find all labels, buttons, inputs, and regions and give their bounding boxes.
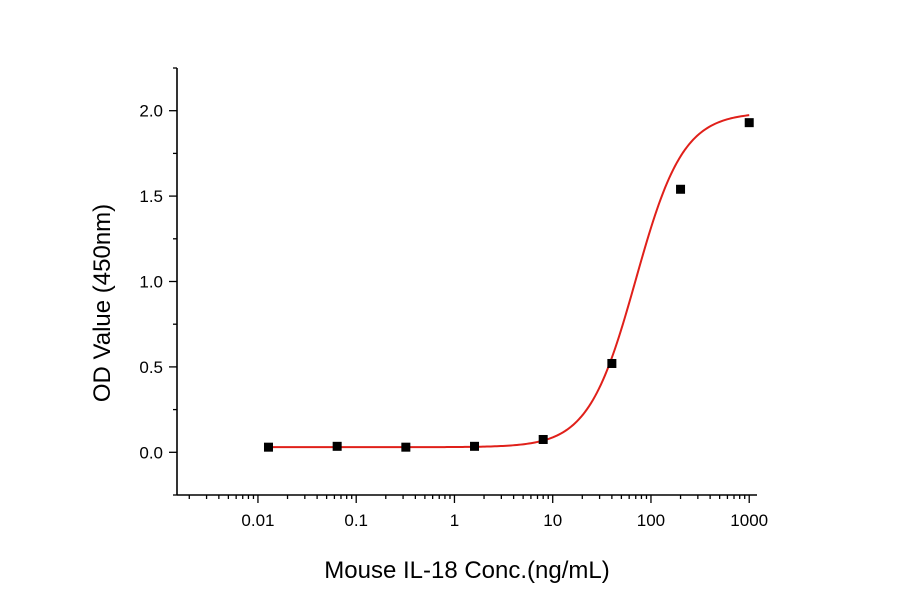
y-tick-label: 0.0 (139, 443, 163, 462)
data-point (470, 441, 480, 451)
x-ticks: 0.01 0.1 1 10 100 1000 (188, 495, 768, 530)
data-point (263, 442, 273, 452)
y-tick-label: 1.5 (139, 187, 163, 206)
x-axis: 0.01 0.1 1 10 100 1000 (177, 494, 768, 530)
data-point (607, 358, 617, 368)
y-axis: 0.0 0.5 1.0 1.5 2.0 (139, 67, 178, 496)
y-tick-label: 1.0 (139, 273, 163, 292)
x-tick-label: 10 (543, 511, 562, 530)
data-point (676, 184, 686, 194)
fit-curve-line (268, 114, 750, 449)
x-tick-label: 1 (450, 511, 459, 530)
data-point (401, 442, 411, 452)
data-point (332, 441, 342, 451)
x-tick-label: 0.01 (241, 511, 274, 530)
y-tick-label: 2.0 (139, 102, 163, 121)
data-point (538, 434, 548, 444)
data-point (744, 118, 754, 128)
data-points (263, 118, 754, 452)
x-tick-label: 0.1 (344, 511, 368, 530)
y-tick-label: 0.5 (139, 358, 163, 377)
x-tick-label: 100 (637, 511, 665, 530)
x-axis-title: Mouse IL-18 Conc.(ng/mL) (324, 557, 609, 584)
y-axis-title: OD Value (450nm) (89, 204, 116, 402)
x-tick-label: 1000 (730, 511, 768, 530)
y-ticks: 0.0 0.5 1.0 1.5 2.0 (139, 67, 177, 496)
